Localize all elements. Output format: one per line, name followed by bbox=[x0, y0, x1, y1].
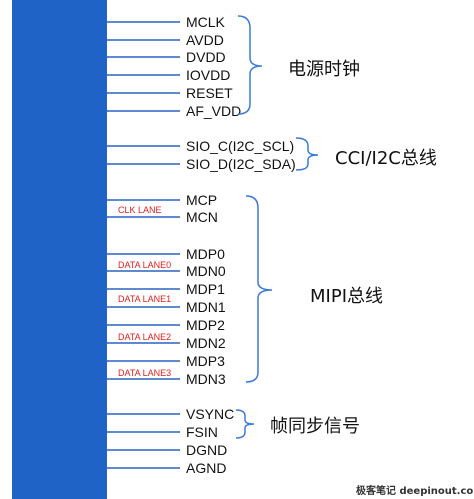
group-label-mipi-bus: MIPI总线 bbox=[310, 286, 383, 307]
lane-label-data-lane0: DATA LANE0 bbox=[118, 260, 171, 270]
pin-label-mdn0: MDN0 bbox=[186, 263, 226, 279]
group-labels: 电源时钟 CCI/I2C总线 MIPI总线 帧同步信号 bbox=[270, 59, 437, 437]
pin-label-mclk: MCLK bbox=[186, 14, 226, 30]
bracket-power-clock bbox=[237, 15, 263, 115]
pin-label-mcp: MCP bbox=[186, 192, 217, 208]
bracket-cci-i2c bbox=[295, 137, 319, 171]
pin-label-sio-d: SIO_D(I2C_SDA) bbox=[186, 156, 296, 172]
group-label-cci-i2c-bus: CCI/I2C总线 bbox=[335, 148, 437, 169]
pin-label-mdp0: MDP0 bbox=[186, 246, 225, 262]
pin-label-mdn1: MDN1 bbox=[186, 299, 226, 315]
lane-label-data-lane1: DATA LANE1 bbox=[118, 294, 171, 304]
watermark: 极客笔记 deepinout.com bbox=[356, 484, 474, 497]
pin-label-mdp1: MDP1 bbox=[186, 281, 225, 297]
group-brackets bbox=[235, 15, 319, 439]
pin-label-dvdd: DVDD bbox=[186, 49, 226, 65]
pin-label-reset: RESET bbox=[186, 85, 233, 101]
bracket-frame-sync bbox=[235, 409, 255, 439]
group-label-power-clock: 电源时钟 bbox=[288, 59, 360, 80]
pin-label-mdp2: MDP2 bbox=[186, 317, 225, 333]
pin-label-iovdd: IOVDD bbox=[186, 67, 230, 83]
group-label-frame-sync: 帧同步信号 bbox=[270, 416, 360, 437]
pin-label-dgnd: DGND bbox=[186, 442, 227, 458]
pin-label-mcn: MCN bbox=[186, 209, 218, 225]
lane-label-data-lane2: DATA LANE2 bbox=[118, 332, 171, 342]
pin-label-vsync: VSYNC bbox=[186, 406, 234, 422]
pin-label-af-vdd: AF_VDD bbox=[186, 103, 241, 119]
lane-labels: CLK LANE DATA LANE0 DATA LANE1 DATA LANE… bbox=[118, 205, 171, 378]
bracket-mipi bbox=[245, 195, 273, 383]
pin-label-mdn2: MDN2 bbox=[186, 335, 226, 351]
lane-label-clk-lane: CLK LANE bbox=[118, 205, 162, 215]
pin-label-avdd: AVDD bbox=[186, 32, 224, 48]
pin-label-sio-c: SIO_C(I2C_SCL) bbox=[186, 138, 294, 154]
pin-label-fsin: FSIN bbox=[186, 424, 218, 440]
sensor-chip-body bbox=[12, 0, 107, 499]
pin-label-mdn3: MDN3 bbox=[186, 371, 226, 387]
pin-label-mdp3: MDP3 bbox=[186, 353, 225, 369]
pin-label-agnd: AGND bbox=[186, 460, 226, 476]
lane-label-data-lane3: DATA LANE3 bbox=[118, 368, 171, 378]
